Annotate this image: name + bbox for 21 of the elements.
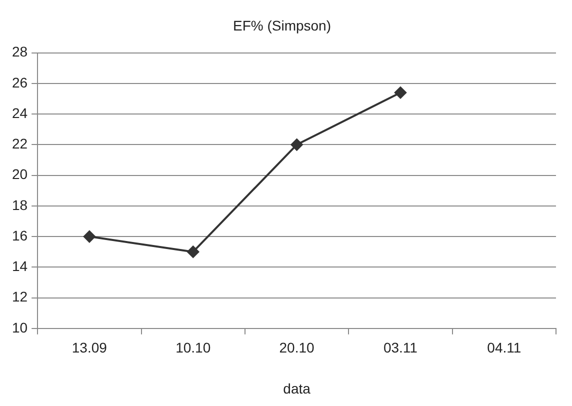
y-tick-label: 16: [12, 227, 28, 244]
y-tick-label: 20: [12, 166, 28, 182]
y-tick-label: 14: [12, 258, 28, 274]
y-tick-label: 22: [12, 136, 28, 152]
x-tick-label: 03.11: [383, 340, 418, 356]
point: [187, 246, 200, 258]
y-tick-label: 26: [12, 74, 28, 90]
y-tick-label: 18: [12, 196, 28, 213]
chart-title: EF% (Simpson): [232, 17, 332, 34]
y-tick-label: 12: [12, 288, 28, 305]
x-tick-label: 20.10: [279, 340, 315, 356]
y-tick-label: 28: [12, 44, 28, 60]
point: [394, 86, 406, 99]
y-tick-label: 24: [12, 104, 28, 121]
x-tick-label: 13.09: [72, 340, 108, 356]
y-tick-label: 10: [12, 319, 28, 336]
x-axis-title: data: [283, 380, 311, 396]
x-tick-label: 04.11: [487, 340, 522, 356]
point: [290, 138, 303, 151]
x-tick-label: 10.10: [176, 340, 211, 356]
point: [83, 230, 96, 243]
